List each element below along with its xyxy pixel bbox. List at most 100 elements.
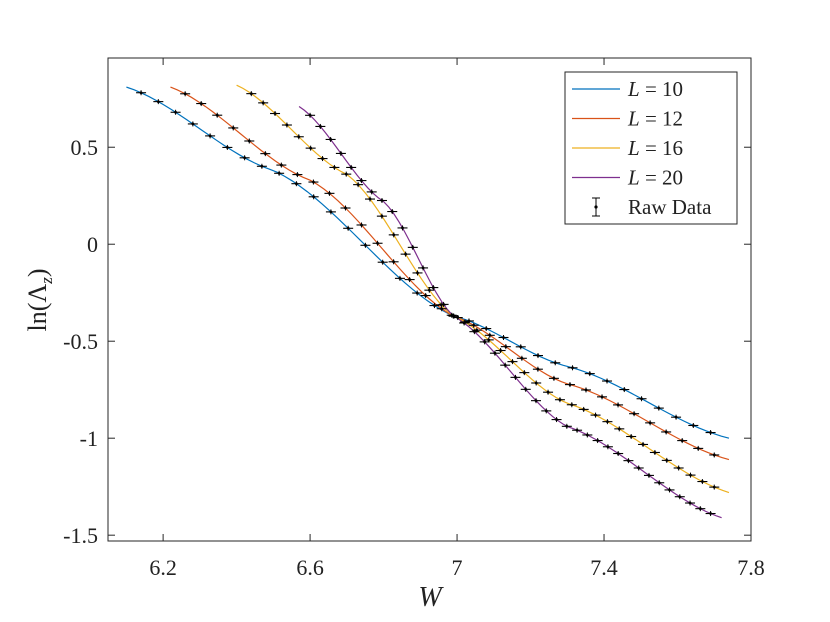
raw-data-point — [481, 326, 492, 332]
y-tick-label: 0 — [87, 232, 98, 257]
series-line-L20 — [298, 106, 722, 519]
raw-data-point — [484, 332, 495, 338]
y-axis-label: ln(Λz) — [23, 268, 56, 331]
raw-data-point — [507, 359, 518, 365]
raw-data-point — [653, 405, 664, 411]
raw-data-point — [420, 293, 431, 299]
raw-data-point — [614, 426, 625, 432]
raw-data-point — [489, 350, 500, 356]
raw-data-point — [397, 225, 408, 231]
raw-data-point — [291, 181, 302, 187]
raw-data-point — [705, 430, 716, 436]
raw-data-point — [228, 125, 239, 131]
raw-data-point — [308, 194, 319, 200]
raw-data-point — [709, 484, 720, 490]
axis-layer: 6.2 6.6 7 7.4 7.8 0.5 0 -0.5 -1 -1.5 — [63, 58, 765, 580]
raw-data-point — [629, 411, 640, 417]
raw-data-point — [407, 244, 418, 250]
raw-data-point — [424, 287, 435, 293]
raw-data-point — [412, 290, 423, 296]
raw-data-point — [592, 438, 603, 444]
raw-data-point — [677, 438, 688, 444]
raw-data-point — [305, 112, 316, 118]
raw-data-point — [394, 275, 405, 281]
x-tick-label: 6.6 — [296, 555, 324, 580]
raw-data-point — [376, 213, 387, 219]
y-tick-label: 0.5 — [71, 135, 99, 160]
raw-data-point — [671, 414, 682, 420]
raw-data-point — [685, 500, 696, 506]
legend-entry-L12: L = 12 — [572, 107, 683, 131]
raw-data-point — [602, 419, 613, 425]
raw-data-point — [495, 348, 506, 354]
raw-data-point — [613, 451, 624, 457]
raw-data-point — [578, 406, 589, 412]
raw-data-point — [315, 123, 326, 129]
raw-data-point — [674, 494, 685, 500]
raw-data-point — [346, 164, 357, 170]
raw-data-point — [239, 155, 250, 161]
raw-data-point — [661, 429, 672, 435]
raw-data-point — [654, 480, 665, 486]
raw-data-point — [270, 111, 281, 117]
raw-data-point — [366, 189, 377, 195]
raw-data-point — [387, 209, 398, 215]
y-axis-label-symbol: Λ — [23, 284, 52, 303]
x-tick-label: 7.8 — [737, 555, 765, 580]
raw-data-point — [626, 434, 637, 440]
x-tick-label: 6.2 — [149, 555, 177, 580]
raw-data-point — [365, 196, 376, 202]
raw-data-point — [276, 162, 287, 168]
raw-data-point — [412, 270, 423, 276]
raw-data-point — [356, 178, 367, 184]
raw-data-point — [633, 465, 644, 471]
raw-data-point — [519, 370, 530, 376]
raw-data-point — [324, 190, 335, 196]
raw-data-point — [360, 242, 371, 248]
raw-data-point — [356, 222, 367, 228]
raw-data-point — [246, 91, 257, 97]
raw-data-point — [205, 133, 216, 139]
raw-data-point — [468, 322, 479, 328]
raw-data-point — [584, 371, 595, 377]
raw-data-point — [623, 458, 634, 464]
raw-data-point — [343, 225, 354, 231]
raw-data-point — [649, 449, 660, 455]
raw-data-point — [498, 335, 509, 341]
raw-data-point — [661, 457, 672, 463]
raw-data-point — [308, 179, 319, 185]
legend-label: L = 20 — [627, 166, 683, 190]
raw-data-point — [548, 375, 559, 381]
x-tick-label: 7 — [452, 555, 463, 580]
raw-data-point — [329, 164, 340, 170]
raw-data-point — [388, 232, 399, 238]
raw-data-point — [292, 172, 303, 178]
y-axis-label-close: ) — [23, 268, 52, 277]
raw-data-point — [196, 101, 207, 107]
raw-data-point — [353, 182, 364, 188]
legend-label: L = 10 — [627, 77, 683, 101]
raw-data-point — [693, 445, 704, 451]
legend-entry-L20: L = 20 — [572, 166, 683, 190]
series-line-L16 — [236, 84, 730, 494]
raw-data-point — [136, 90, 147, 96]
raw-data-point — [418, 265, 429, 271]
raw-data-point — [222, 144, 233, 150]
raw-data-point — [564, 382, 575, 388]
raw-data-point — [372, 240, 383, 246]
raw-data-point — [260, 151, 271, 157]
raw-data-point — [567, 365, 578, 371]
series-line-L12 — [170, 86, 730, 461]
raw-data-point — [664, 487, 675, 493]
raw-data-point — [438, 301, 449, 307]
raw-data-point — [388, 259, 399, 265]
raw-data-point — [377, 259, 388, 265]
raw-data-point — [688, 422, 699, 428]
legend-label: L = 12 — [627, 107, 683, 131]
raw-data-point — [170, 109, 181, 115]
raw-data-point — [428, 285, 439, 291]
raw-data-point — [281, 122, 292, 128]
raw-data-point — [638, 441, 649, 447]
raw-data-point — [705, 511, 716, 517]
